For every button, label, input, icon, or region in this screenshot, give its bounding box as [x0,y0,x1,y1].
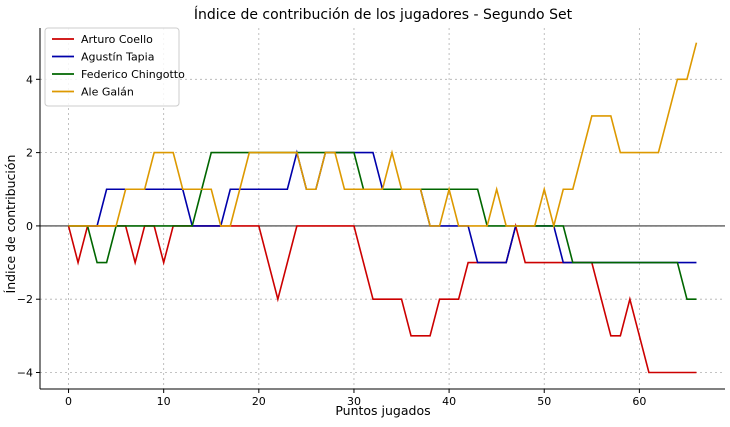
x-tick-label: 60 [632,395,646,408]
x-axis-label: Puntos jugados [335,403,430,418]
y-axis-label: Índice de contribución [3,155,18,294]
series-line [67,222,697,374]
legend-box [44,27,180,107]
x-tick-label: 40 [442,395,456,408]
y-tick-label: −2 [17,293,33,306]
legend-entry: Arturo Coello [81,33,153,46]
x-tick-label: 0 [65,395,72,408]
legend-entry: Ale Galán [81,86,134,99]
chart-title: Índice de contribución de los jugadores … [194,6,573,23]
x-tick-label: 50 [537,395,551,408]
legend: Arturo Coello Agustín Tapia Federico Ching… [44,27,185,107]
legend-entry: Agustín Tapia [81,51,154,64]
x-tick-label: 10 [157,395,171,408]
axes [39,28,725,390]
x-tick-label: 20 [252,395,266,408]
y-tick-label: 4 [26,73,33,86]
series-layer [67,42,698,374]
ticks: 0 10 20 30 40 50 60 −4 −2 0 2 4 [17,73,647,408]
series-line [68,42,698,230]
legend-entry: Federico Chingotto [81,68,185,81]
y-tick-label: 2 [26,147,33,160]
x-tick-label: 30 [347,395,361,408]
series-line [68,149,697,264]
y-tick-label: −4 [17,367,33,380]
y-tick-label: 0 [26,220,33,233]
